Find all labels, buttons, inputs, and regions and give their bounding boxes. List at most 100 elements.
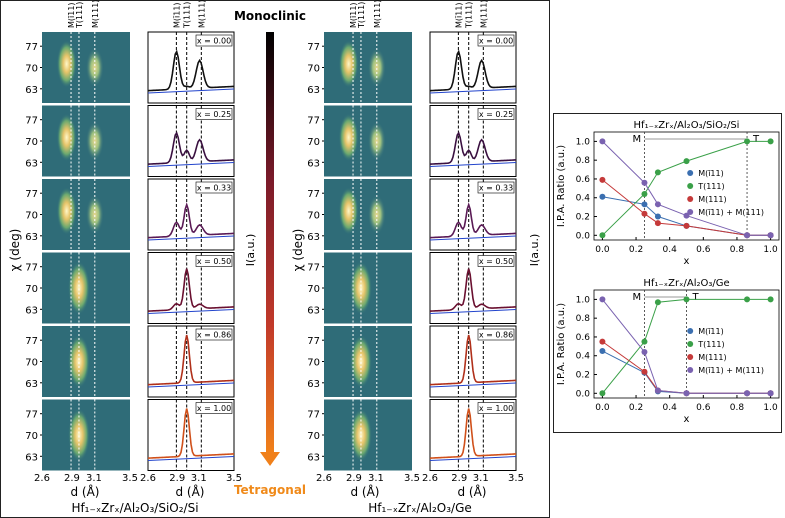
intensity-axis-label-right: I(a.u.) <box>528 234 541 267</box>
composition-label: x = 0.33 <box>479 184 513 193</box>
diffraction-spot <box>338 186 359 235</box>
chi-tick: 77 <box>307 263 320 274</box>
composition-label: x = 0.25 <box>479 110 513 119</box>
y-tick: 0.8 <box>576 156 591 166</box>
d-tick: 2.9 <box>169 473 185 484</box>
data-point <box>744 232 751 239</box>
data-point <box>683 158 690 165</box>
profile-curve <box>147 131 235 165</box>
data-point <box>654 213 661 220</box>
chi-tick: 63 <box>25 158 38 169</box>
data-point <box>654 201 661 208</box>
d-tick: 2.6 <box>422 473 438 484</box>
bottom-title-right: Hf₁₋ₓZrₓ/Al₂O₃/Ge <box>368 501 472 515</box>
diffraction-spot <box>338 113 359 162</box>
phase-arrow <box>266 32 274 452</box>
peak-label-map: M(ī11) <box>67 2 76 28</box>
tetragonal-label: Tetragonal <box>234 483 306 497</box>
d-tick: 2.6 <box>34 473 50 484</box>
legend-label: M(111) <box>698 353 726 362</box>
peak-label-profile: M(111) <box>479 0 488 28</box>
ipa-ratio-chart-2: Hf₁₋ₓZrₓ/Al₂O₃/Ge I.P.A. Ratio (a.u.) x 0.0… <box>556 278 780 425</box>
profile-curve <box>147 408 235 459</box>
phase-arrow-head <box>260 452 280 466</box>
profile-curve <box>429 268 517 312</box>
diffraction-spot <box>85 47 104 88</box>
composition-label: x = 0.50 <box>197 257 231 266</box>
composition-box <box>477 328 515 341</box>
legend-marker <box>687 170 694 177</box>
background-fit-line <box>429 235 517 241</box>
y-tick: 0.4 <box>576 194 591 204</box>
d-tick: 3.5 <box>226 473 242 484</box>
background-fit-line <box>429 88 517 94</box>
data-point <box>641 210 648 217</box>
x-axis-label: x <box>684 256 690 267</box>
chi-tick: 70 <box>307 431 320 442</box>
legend-marker <box>687 341 694 348</box>
data-point <box>767 390 774 397</box>
phase-label-m: M <box>632 292 641 303</box>
legend-label: M(ī11) <box>698 169 724 178</box>
background-fit-line <box>147 382 235 388</box>
background-fit-line <box>147 88 235 94</box>
chi-tick: 70 <box>25 211 38 222</box>
d-tick: 3.1 <box>473 473 489 484</box>
x-tick: 0.8 <box>730 403 745 413</box>
x-tick: 0.8 <box>730 245 745 255</box>
peak-label-profile: M(111) <box>197 0 206 28</box>
diffraction-spot <box>56 113 77 162</box>
chi-tick: 70 <box>25 284 38 295</box>
composition-box <box>477 108 515 120</box>
data-point <box>599 338 606 345</box>
d-axis-label-1: d (Å) <box>70 484 99 499</box>
diffraction-spot <box>349 408 372 462</box>
chi-tick: 77 <box>307 336 320 347</box>
x-tick: 1.0 <box>763 245 778 255</box>
data-point <box>654 169 661 176</box>
profile-curve <box>147 268 235 312</box>
x-tick: 0.2 <box>629 403 643 413</box>
chi-tick: 63 <box>307 232 320 243</box>
y-axis-label: I.P.A. Ratio (a.u.) <box>556 145 567 227</box>
peak-label-profile: M(ī11) <box>172 2 181 28</box>
background-fit-line <box>147 235 235 241</box>
diffraction-spot <box>349 261 372 315</box>
data-point <box>599 232 606 239</box>
composition-box <box>477 181 515 194</box>
data-point <box>641 368 648 375</box>
legend-marker <box>687 367 694 374</box>
data-point <box>654 220 661 227</box>
legend-marker <box>687 196 694 203</box>
diffraction-spot <box>349 334 372 389</box>
data-point <box>641 190 648 197</box>
d-tick: 2.6 <box>316 473 332 484</box>
peak-label-profile: M(ī11) <box>454 2 463 28</box>
data-point <box>641 201 648 208</box>
legend-marker <box>687 209 694 216</box>
peak-label-map: T(111) <box>357 2 366 29</box>
chi-tick: 63 <box>307 379 320 390</box>
chi-tick: 63 <box>25 379 38 390</box>
data-point <box>641 348 648 355</box>
x-tick: 0.6 <box>696 403 711 413</box>
diffraction-spot <box>85 121 104 161</box>
chi-tick: 70 <box>307 284 320 295</box>
composition-box <box>477 402 515 414</box>
data-point <box>767 138 774 145</box>
series-line <box>602 299 771 394</box>
composition-box <box>195 108 233 120</box>
diffraction-spot <box>67 261 90 315</box>
diffraction-spot <box>367 121 386 161</box>
data-point <box>641 338 648 345</box>
chi-axis-label-left: χ (deg) <box>8 229 22 272</box>
profile-curve <box>147 49 235 92</box>
x-tick: 0.4 <box>663 245 678 255</box>
diffraction-spot <box>367 47 386 88</box>
d-tick: 3.1 <box>368 473 384 484</box>
chi-tick: 70 <box>307 64 320 75</box>
y-tick: 0.4 <box>576 352 591 362</box>
y-tick: 1.0 <box>576 137 591 147</box>
composition-label: x = 0.33 <box>197 184 231 193</box>
background-fit-line <box>147 456 235 461</box>
